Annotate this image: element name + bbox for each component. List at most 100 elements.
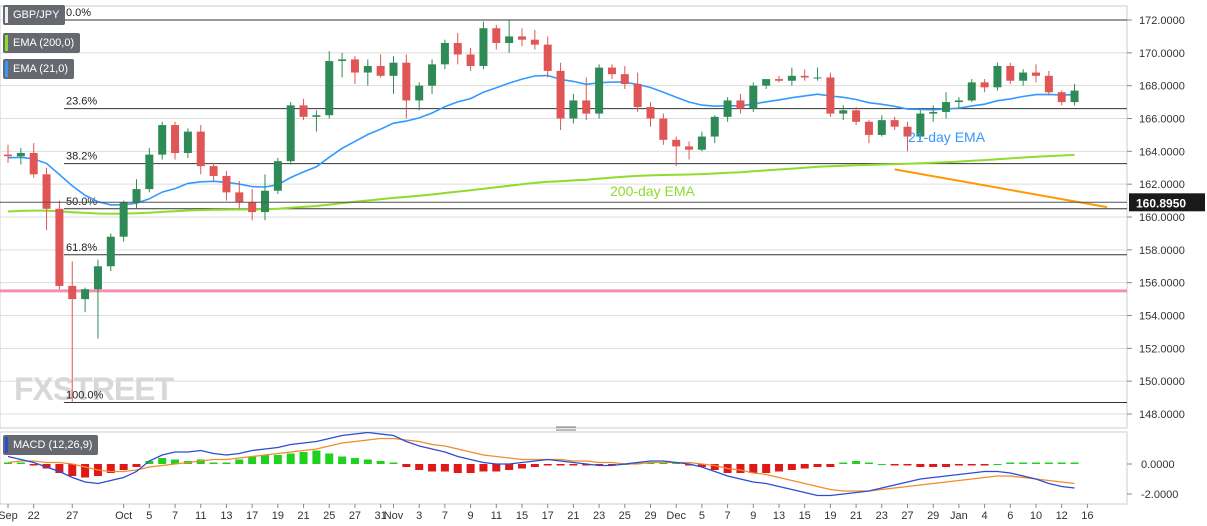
x-tick-label: 15 (516, 510, 528, 522)
candle-body (633, 84, 642, 108)
candle-body (338, 59, 347, 62)
ema21-badge[interactable]: EMA (21,0) (3, 59, 75, 79)
macd-histogram-bar (222, 462, 231, 464)
candle-body (813, 77, 822, 79)
macd-histogram-bar (582, 464, 591, 466)
x-tick-label: Jan (950, 510, 968, 522)
x-tick-label: 7 (172, 510, 178, 522)
candle (530, 29, 539, 50)
candle (980, 79, 989, 93)
candle-body (530, 39, 539, 45)
candle-body (954, 100, 963, 103)
candle (81, 287, 90, 313)
candle-body (273, 161, 282, 191)
candle-body (55, 208, 64, 286)
candle (350, 56, 359, 85)
candle-body (518, 36, 526, 40)
candle-body (363, 65, 372, 73)
x-tick-label: 25 (619, 510, 631, 522)
macd-histogram-bar (171, 459, 180, 464)
macd-histogram-bar (556, 464, 565, 466)
candle-body (68, 285, 77, 300)
macd-histogram-bar (659, 462, 668, 464)
x-tick-label: Oct (115, 510, 132, 522)
candle-body (286, 105, 295, 162)
price-tick-label: 168.0000 (1139, 81, 1185, 93)
macd-histogram-bar (4, 462, 12, 464)
ema200-annotation: 200-day EMA (610, 183, 695, 199)
macd-histogram-bar (145, 461, 154, 464)
x-tick-label: 17 (246, 510, 258, 522)
price-tick-label: 166.0000 (1139, 114, 1185, 126)
candle (710, 115, 719, 144)
candle (1006, 62, 1015, 85)
x-tick-label: 10 (1030, 510, 1042, 522)
candle-body (81, 289, 90, 300)
macd-histogram-bar (350, 458, 359, 464)
candle-body (556, 70, 565, 119)
macd-swatch (5, 437, 8, 453)
candle-body (389, 62, 398, 76)
x-tick-label: 17 (542, 510, 554, 522)
macd-histogram-bar (942, 464, 951, 467)
candle-body (852, 110, 861, 122)
candle-body (723, 100, 732, 117)
candle (1044, 70, 1053, 96)
macd-histogram-bar (775, 464, 783, 472)
macd-histogram-bar (389, 462, 398, 464)
price-tick-label: 152.0000 (1139, 343, 1185, 355)
macd-histogram-bar (877, 464, 886, 465)
candle-body (466, 54, 475, 66)
ema200-badge[interactable]: EMA (200,0) (3, 33, 81, 53)
x-tick-label: 21 (567, 510, 579, 522)
candle-body (993, 65, 1002, 88)
price-tick-label: 162.0000 (1139, 179, 1185, 191)
macd-badge[interactable]: MACD (12,26,9) (3, 435, 99, 455)
candle (942, 92, 951, 119)
candle-body (942, 102, 951, 112)
candle-body (93, 266, 102, 290)
candle (646, 102, 655, 127)
x-tick-label: 7 (725, 510, 731, 522)
candle (16, 148, 25, 165)
x-tick-label: 27 (901, 510, 913, 522)
macd-histogram-bar (646, 462, 655, 464)
price-tick-label: 172.0000 (1139, 15, 1185, 27)
candle-body (659, 118, 668, 140)
candle (479, 21, 488, 70)
symbol-badge[interactable]: GBP/JPY (3, 5, 66, 25)
candle-body (864, 121, 873, 135)
macd-histogram-bar (402, 464, 411, 467)
candle (492, 24, 501, 50)
x-tick-label: 27 (349, 510, 361, 522)
ema21-annotation: 21-day EMA (908, 129, 986, 145)
macd-histogram-bar (106, 464, 115, 473)
x-tick-label: 11 (195, 510, 206, 522)
macd-histogram-bar (479, 464, 488, 472)
last-price-label: 160.8950 (1136, 196, 1186, 210)
macd-tick-label: 0.0000 (1141, 459, 1175, 471)
candle (1070, 84, 1079, 106)
resistance-trendline (894, 168, 1108, 209)
candle (736, 93, 745, 114)
candle (672, 136, 681, 167)
macd-histogram-bar (813, 464, 822, 467)
candle (261, 174, 269, 221)
candle (595, 64, 604, 119)
candle-body (119, 202, 128, 237)
candle-body (196, 131, 205, 167)
last-price-tag (1129, 193, 1205, 212)
x-tick-label: 5 (699, 510, 705, 522)
candle-body (543, 44, 552, 71)
macd-histogram-bar (209, 462, 218, 464)
candle (775, 75, 783, 83)
candle (903, 121, 912, 152)
ema21-swatch (5, 61, 8, 77)
candle-body (1019, 72, 1028, 81)
candle-body (402, 62, 411, 101)
macd-histogram-bar (607, 464, 616, 466)
macd-histogram-bar (325, 453, 334, 464)
macd-histogram-bar (299, 452, 308, 464)
candle-body (350, 59, 359, 73)
x-tick-label: 9 (750, 510, 756, 522)
